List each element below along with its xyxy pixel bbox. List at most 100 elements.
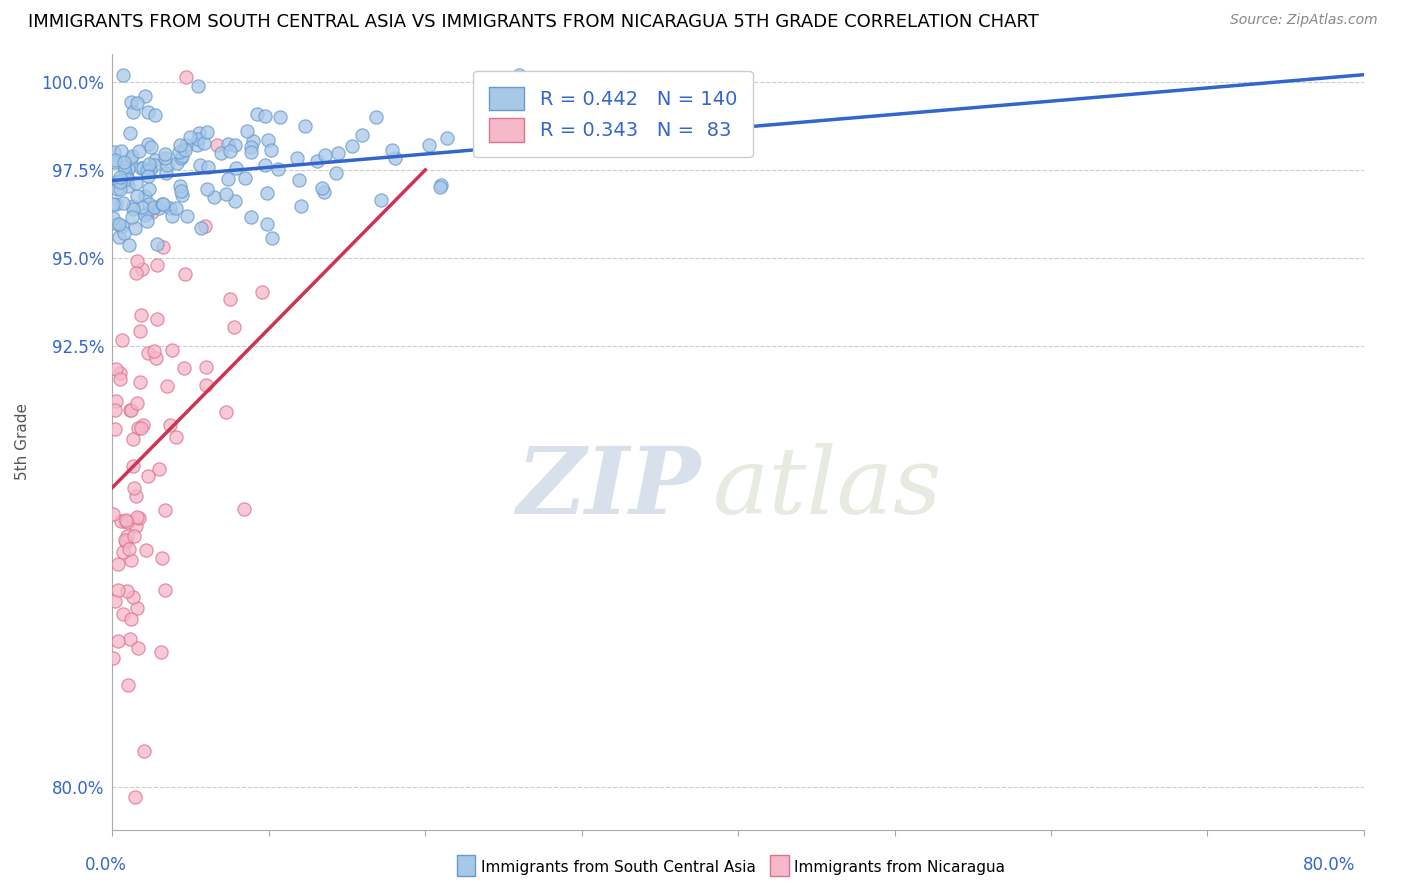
Point (169, 179, 191, 194)
Point (174, 144, 197, 158)
Point (218, 144, 240, 158)
Point (120, 552, 142, 566)
Point (131, 421, 153, 435)
Point (150, 551, 173, 566)
Point (186, 137, 208, 152)
Point (122, 481, 145, 495)
Point (188, 158, 211, 172)
Point (104, 153, 127, 168)
Legend: R = 0.442   N = 140, R = 0.343   N =  83: R = 0.442 N = 140, R = 0.343 N = 83 (474, 71, 752, 157)
Point (170, 185, 193, 199)
Point (194, 219, 217, 233)
Point (117, 178, 139, 193)
Point (326, 146, 349, 161)
Point (143, 108, 166, 122)
Point (156, 158, 179, 172)
Point (155, 582, 177, 597)
Point (156, 378, 179, 392)
Point (165, 430, 187, 444)
Point (120, 403, 142, 417)
Point (204, 190, 226, 204)
Point (307, 154, 329, 169)
Point (217, 171, 239, 186)
Point (256, 133, 278, 147)
Point (240, 139, 263, 153)
Point (138, 169, 160, 183)
Point (101, 196, 124, 211)
Point (155, 502, 177, 516)
Point (105, 362, 128, 376)
Point (294, 119, 316, 133)
Point (260, 143, 283, 157)
Point (121, 95, 143, 109)
Point (197, 160, 219, 174)
Point (267, 162, 290, 177)
Point (239, 211, 262, 225)
Point (209, 145, 232, 160)
Point (125, 489, 148, 503)
Point (111, 607, 134, 621)
Point (141, 204, 163, 219)
Point (143, 200, 166, 214)
Point (246, 106, 269, 120)
Point (132, 161, 155, 175)
Point (162, 209, 184, 223)
Point (125, 396, 148, 410)
Point (287, 151, 309, 165)
Point (107, 558, 129, 572)
Text: Source: ZipAtlas.com: Source: ZipAtlas.com (1230, 13, 1378, 28)
Point (174, 138, 197, 153)
Point (101, 507, 124, 521)
Point (254, 158, 277, 172)
Point (170, 151, 193, 165)
Point (136, 469, 159, 483)
Point (107, 174, 129, 188)
Point (125, 519, 148, 533)
Point (121, 149, 143, 163)
Point (104, 421, 127, 435)
Point (148, 201, 170, 215)
Point (101, 211, 124, 226)
Point (436, 131, 458, 145)
Point (131, 261, 153, 276)
Point (127, 420, 149, 434)
Point (128, 640, 150, 655)
Point (128, 324, 150, 338)
Point (159, 201, 181, 215)
Point (195, 377, 218, 392)
Point (104, 155, 127, 169)
Point (136, 104, 159, 119)
Point (269, 110, 291, 124)
Point (169, 137, 191, 152)
Point (159, 417, 181, 432)
Point (108, 176, 131, 190)
Point (218, 292, 240, 306)
Point (138, 345, 160, 359)
Point (135, 205, 157, 219)
Point (174, 70, 197, 85)
Point (160, 343, 183, 357)
Text: 0.0%: 0.0% (84, 855, 127, 873)
Point (134, 208, 156, 222)
Point (150, 196, 173, 211)
Point (118, 541, 141, 556)
Point (125, 266, 148, 280)
Point (138, 157, 160, 171)
Point (195, 182, 218, 196)
Text: Immigrants from South Central Asia: Immigrants from South Central Asia (481, 860, 756, 874)
Point (112, 226, 135, 240)
Point (205, 137, 228, 152)
Point (107, 229, 129, 244)
Point (215, 405, 238, 419)
Point (173, 361, 195, 376)
Point (364, 111, 387, 125)
Point (122, 458, 145, 473)
Point (224, 194, 246, 209)
Point (170, 149, 193, 163)
Text: IMMIGRANTS FROM SOUTH CENTRAL ASIA VS IMMIGRANTS FROM NICARAGUA 5TH GRADE CORREL: IMMIGRANTS FROM SOUTH CENTRAL ASIA VS IM… (28, 13, 1039, 31)
Point (136, 164, 159, 178)
Point (370, 193, 392, 207)
Point (143, 153, 166, 168)
Point (139, 139, 162, 153)
Point (224, 138, 246, 153)
